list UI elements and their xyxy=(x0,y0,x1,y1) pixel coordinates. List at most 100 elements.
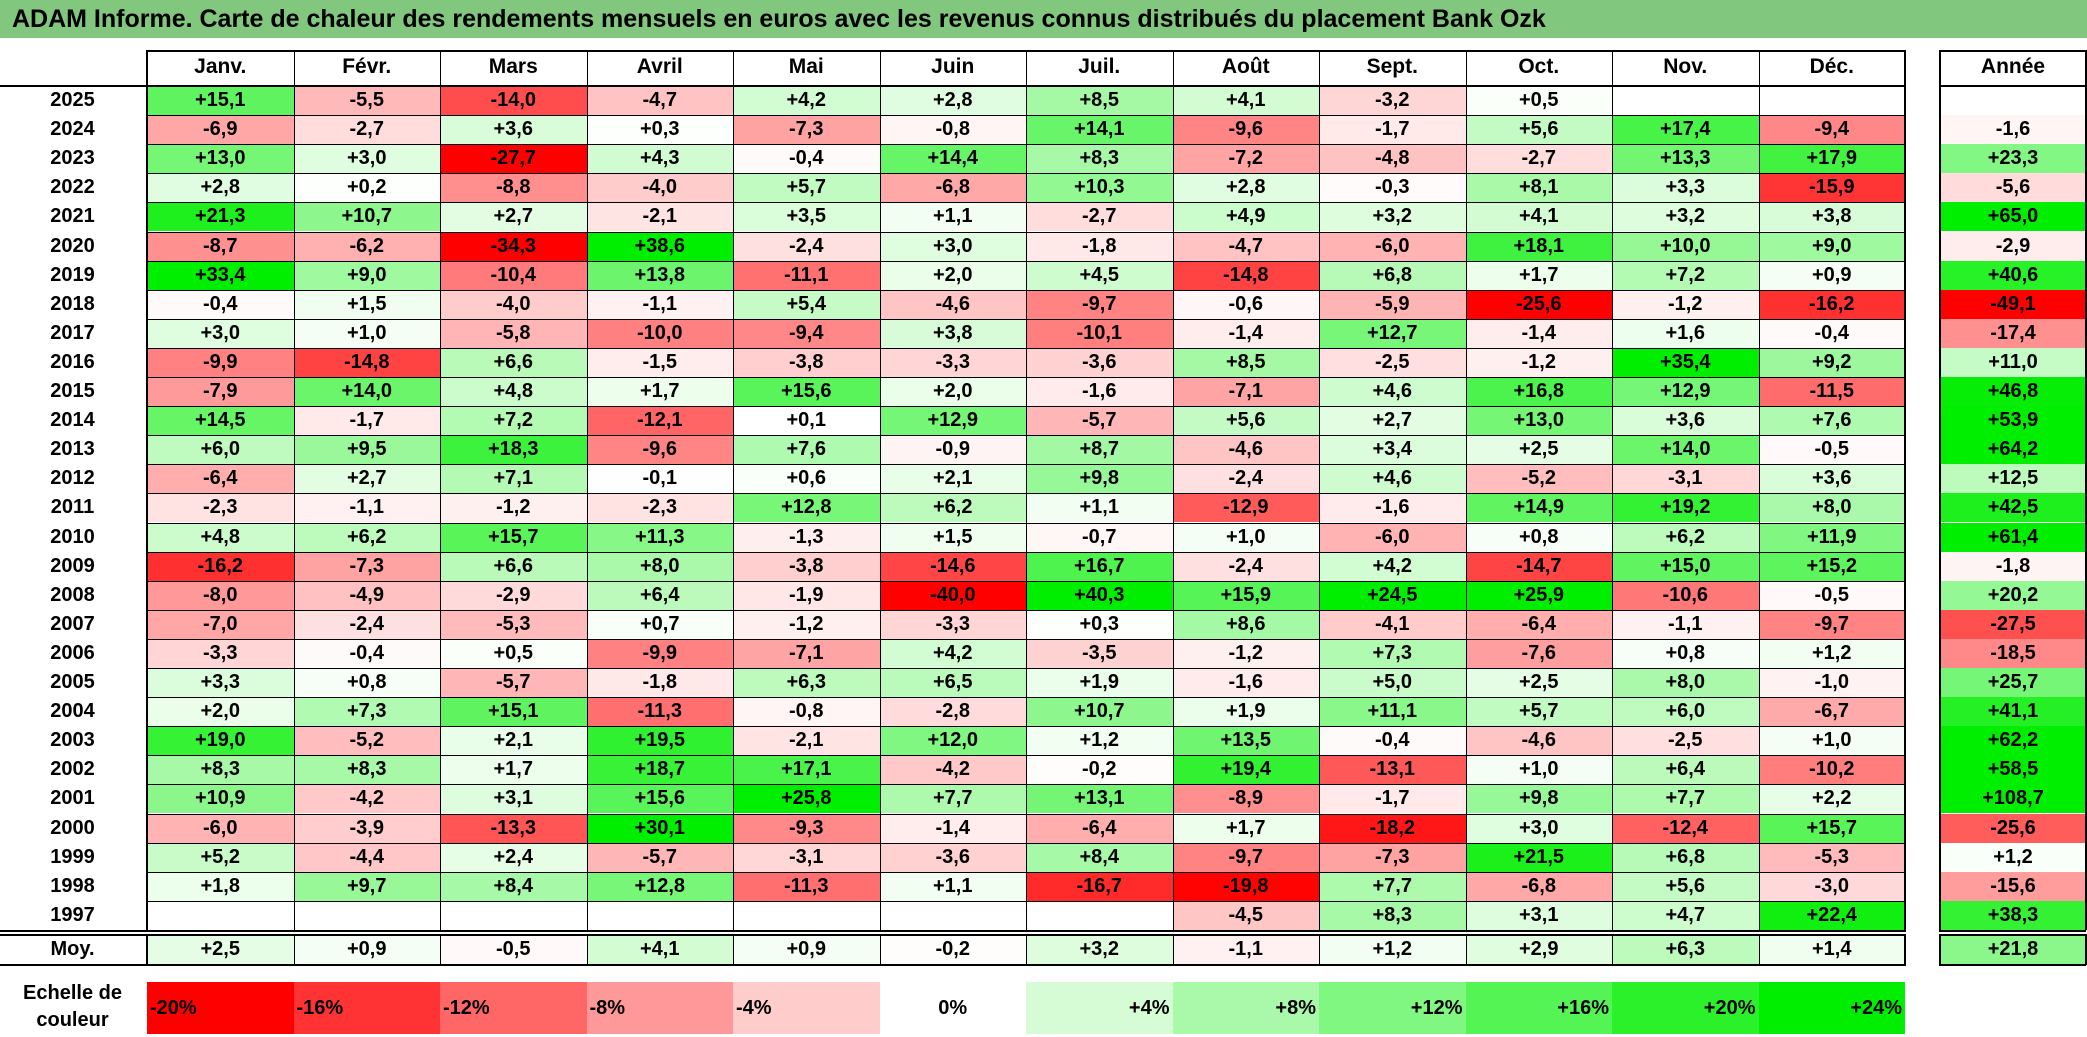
row-label: 2017 xyxy=(50,321,95,344)
heatmap-cell: +1,9 xyxy=(1026,668,1173,698)
heatmap-cell: +8,4 xyxy=(440,871,587,901)
heatmap-cell: -1,1 xyxy=(293,493,440,523)
row-label: 2018 xyxy=(50,292,95,315)
row-label: 2009 xyxy=(50,554,95,577)
column-header: Mars xyxy=(488,55,538,78)
heatmap-cell: +8,0 xyxy=(586,551,733,581)
heatmap-cell: +15,7 xyxy=(1758,813,1905,843)
heatmap-cell: +5,4 xyxy=(733,289,880,319)
heatmap-cell: +1,5 xyxy=(293,289,440,319)
grid-line-horizontal xyxy=(147,522,1905,524)
heatmap-cell: -4,7 xyxy=(1172,231,1319,261)
heatmap-cell: -6,8 xyxy=(1465,871,1612,901)
heatmap-cell: -9,4 xyxy=(1758,115,1905,145)
color-scale-swatch: +24% xyxy=(1758,982,1905,1034)
grid-line-horizontal xyxy=(147,231,1905,233)
heatmap-cell: +12,8 xyxy=(733,493,880,523)
year-total-cell: +53,9 xyxy=(1940,406,2086,436)
row-label: 2014 xyxy=(50,409,95,432)
grid-line-horizontal xyxy=(147,260,1905,262)
heatmap-cell: +17,4 xyxy=(1612,115,1759,145)
heatmap-cell: +10,7 xyxy=(293,202,440,232)
heatmap-cell: -3,1 xyxy=(733,842,880,872)
heatmap-cell: +8,4 xyxy=(1026,842,1173,872)
heatmap-cell: +13,3 xyxy=(1612,144,1759,174)
heatmap-cell: +7,7 xyxy=(1612,784,1759,814)
heatmap-cell: +4,2 xyxy=(733,86,880,116)
heatmap-cell: +13,0 xyxy=(1465,406,1612,436)
grid-line-horizontal xyxy=(1939,50,2086,52)
grid-line-horizontal xyxy=(147,726,1905,728)
heatmap-cell: +2,1 xyxy=(440,726,587,756)
heatmap-cell: -4,4 xyxy=(293,842,440,872)
heatmap-cell: -6,9 xyxy=(147,115,294,145)
heatmap-cell: +0,6 xyxy=(733,464,880,494)
heatmap-cell: -0,6 xyxy=(1172,289,1319,319)
heatmap-cell: +1,1 xyxy=(879,871,1026,901)
year-total-cell: +12,5 xyxy=(1940,464,2086,494)
heatmap-cell: +8,6 xyxy=(1172,609,1319,639)
heatmap-cell: -6,7 xyxy=(1758,697,1905,727)
heatmap-cell: +5,2 xyxy=(147,842,294,872)
average-cell: +1,4 xyxy=(1758,933,1905,965)
year-total-cell: -2,9 xyxy=(1940,231,2086,261)
row-label: 2024 xyxy=(50,118,95,141)
heatmap-cell: -7,6 xyxy=(1465,638,1612,668)
color-scale-swatch: -16% xyxy=(293,982,440,1034)
heatmap-cell: +33,4 xyxy=(147,260,294,290)
grid-line-horizontal xyxy=(147,318,1905,320)
heatmap-cell: +7,6 xyxy=(1758,406,1905,436)
heatmap-cell: -2,3 xyxy=(586,493,733,523)
heatmap-cell: -7,1 xyxy=(1172,377,1319,407)
column-header: Nov. xyxy=(1663,55,1708,78)
heatmap-cell: +3,0 xyxy=(1465,813,1612,843)
average-cell: +2,9 xyxy=(1465,933,1612,965)
heatmap-cell: -1,2 xyxy=(1172,638,1319,668)
heatmap-cell: +3,0 xyxy=(879,231,1026,261)
grid-line-vertical xyxy=(1026,50,1027,930)
heatmap-cell: +10,0 xyxy=(1612,231,1759,261)
heatmap-cell: +30,1 xyxy=(586,813,733,843)
heatmap-cell: +17,1 xyxy=(733,755,880,785)
year-total-cell: -1,8 xyxy=(1940,551,2086,581)
heatmap-cell: +4,2 xyxy=(879,638,1026,668)
heatmap-cell: -4,6 xyxy=(1465,726,1612,756)
heatmap-cell: -8,7 xyxy=(147,231,294,261)
heatmap-cell: -3,8 xyxy=(733,551,880,581)
heatmap-cell: -2,7 xyxy=(293,115,440,145)
heatmap-cell: -8,0 xyxy=(147,580,294,610)
grid-line-horizontal xyxy=(0,933,1906,936)
heatmap-cell: -4,0 xyxy=(440,289,587,319)
heatmap-cell: -1,2 xyxy=(440,493,587,523)
heatmap-cell: -13,1 xyxy=(1319,755,1466,785)
column-header: Oct. xyxy=(1518,55,1560,78)
heatmap-cell: -25,6 xyxy=(1465,289,1612,319)
heatmap-cell: +0,5 xyxy=(1465,86,1612,116)
heatmap-cell: -6,8 xyxy=(879,173,1026,203)
heatmap-cell: +38,6 xyxy=(586,231,733,261)
heatmap-cell: +4,6 xyxy=(1319,377,1466,407)
heatmap-cell: +7,3 xyxy=(1319,638,1466,668)
heatmap-cell: +1,7 xyxy=(586,377,733,407)
grid-line-horizontal xyxy=(147,697,1905,699)
grid-line-horizontal xyxy=(147,435,1905,437)
heatmap-cell: -0,8 xyxy=(879,115,1026,145)
chart-title: ADAM Informe. Carte de chaleur des rende… xyxy=(0,0,2087,38)
color-scale-swatch: -4% xyxy=(733,982,880,1034)
row-label: 2010 xyxy=(50,525,95,548)
heatmap-cell: +1,8 xyxy=(147,871,294,901)
heatmap-cell: -0,4 xyxy=(1758,318,1905,348)
heatmap-cell: +2,7 xyxy=(1319,406,1466,436)
average-row-label: Moy. xyxy=(50,937,95,960)
heatmap-cell: +1,7 xyxy=(1172,813,1319,843)
column-header: Déc. xyxy=(1809,55,1854,78)
heatmap-cell: -1,6 xyxy=(1026,377,1173,407)
heatmap-cell: -4,1 xyxy=(1319,609,1466,639)
grid-line-horizontal xyxy=(147,842,1905,844)
heatmap-cell: -1,8 xyxy=(586,668,733,698)
color-scale-swatch: 0% xyxy=(879,982,1026,1034)
heatmap-cell: +1,7 xyxy=(440,755,587,785)
heatmap-cell xyxy=(1758,86,1905,116)
grid-line-vertical xyxy=(1172,50,1174,930)
grid-line-vertical xyxy=(1172,933,1174,965)
